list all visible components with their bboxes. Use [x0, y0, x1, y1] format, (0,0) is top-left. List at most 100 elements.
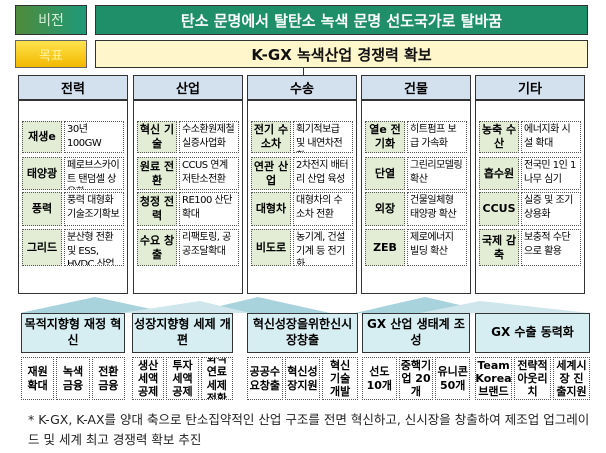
item-label: 원료 전환: [137, 157, 177, 190]
policy-sub-item: 세계시장 진출지원: [553, 357, 590, 400]
policy-sub-item: 녹색 금융: [56, 357, 90, 400]
sector-header: 수송: [247, 75, 357, 100]
item-text: 농기계, 건설기계 등 전기화: [293, 229, 353, 266]
item-text: 2차전지 배터리 산업 육성: [293, 157, 353, 190]
policy-sub-item: 선도 10개: [362, 357, 397, 400]
item-text: 제로에너지 빌딩 확산: [407, 229, 467, 266]
sector-item: 국제 감축 보충적 수단으로 활용: [479, 229, 581, 266]
sector-header: 건물: [361, 75, 471, 100]
sector-item: 흡수원 전국민 1인 1나무 심기: [479, 157, 581, 190]
policy-sub-item: 투자세액공제: [166, 357, 199, 400]
policy-sub-item: 화석연료 세제전환: [200, 357, 233, 400]
policy-header: GX 산업 생태계 조성: [362, 313, 470, 353]
sector-item: 열e 전기화 히트펌프 보급 가속화: [365, 121, 467, 153]
triangle-shape: [20, 297, 170, 313]
goal-text: K-GX 녹색산업 경쟁력 확보: [95, 40, 588, 68]
item-label: 외장: [365, 192, 405, 226]
item-text: 획기적보급 및 내연차전환: [293, 121, 353, 153]
item-text: 수소환원제철 실증사업화: [179, 121, 239, 153]
sector-box: 농축 수산 에너지화 시설 확대 흡수원 전국민 1인 1나무 심기 CCUS 실증 및 …: [475, 100, 585, 294]
item-text: 전국민 1인 1나무 심기: [521, 157, 581, 190]
item-text: 리팩토링, 공공조달확대: [179, 229, 239, 266]
item-label: 풍력: [22, 192, 62, 226]
sector-item: 수요 창출 리팩토링, 공공조달확대: [137, 229, 239, 266]
item-label: 단열: [365, 157, 405, 190]
vision-text: 탄소 문명에서 탈탄소 녹색 문명 선도국가로 탈바꿈: [95, 5, 588, 35]
item-text: 건물일체형 태양광 확산: [407, 192, 467, 226]
sector-header: 산업: [133, 75, 243, 100]
item-label: 흡수원: [479, 157, 519, 190]
item-label: 청정 전력: [137, 192, 177, 226]
sector-item: 대형차 대형차의 수소차 전환: [251, 192, 353, 226]
item-label: 농축 수산: [479, 121, 519, 153]
item-label: 수요 창출: [137, 229, 177, 266]
policy-sub-item: 유니콘 50개: [435, 357, 470, 400]
policy-sub-item: 중핵기업 20개: [398, 357, 434, 400]
goal-label: 목표: [15, 40, 87, 68]
sector-item: 혁신 기술 수소환원제철 실증사업화: [137, 121, 239, 153]
sector-item: 청정 전력 RE100 산단 확대: [137, 192, 239, 226]
item-label: 재생e: [22, 121, 62, 153]
item-text: CCUS 연계 저탄소전환: [179, 157, 239, 190]
sector-item: CCUS 실증 및 조기 상용화: [479, 192, 581, 226]
triangle-shape: [120, 301, 250, 313]
policy-sub-item: 생산세액공제: [132, 357, 165, 400]
item-text: 히트펌프 보급 가속화: [407, 121, 467, 153]
sector-item: 외장 건물일체형 태양광 확산: [365, 192, 467, 226]
policy-sub-item: 전략적 아웃리치: [514, 357, 551, 400]
sector-box: 혁신 기술 수소환원제철 실증사업화 원료 전환 CCUS 연계 저탄소전환 청정 전력…: [133, 100, 243, 294]
sector-item: 풍력 풍력 대형화 기술조기확보: [22, 192, 124, 226]
arrow-triangles: [20, 297, 590, 313]
item-text: RE100 산단 확대: [179, 192, 239, 226]
sector-item: 재생e 30년 100GW: [22, 121, 124, 153]
sector-item: 비도로 농기계, 건설기계 등 전기화: [251, 229, 353, 266]
item-text: 에너지화 시설 확대: [521, 121, 581, 153]
item-text: 보충적 수단으로 활용: [521, 229, 581, 266]
item-label: CCUS: [479, 192, 519, 226]
sector-item: 원료 전환 CCUS 연계 저탄소전환: [137, 157, 239, 190]
triangle-shape: [420, 301, 590, 313]
policy-header: 혁신성장을위한신시장창출: [247, 313, 358, 353]
sector-header: 전력: [18, 75, 128, 100]
policy-sub-item: 공공수요창출: [247, 357, 283, 400]
item-text: 페로브스카이트 탠덤셀 상용화: [64, 157, 124, 190]
policy-header: 성장지향형 세제 개편: [132, 313, 233, 353]
policy-sub-item: 혁신성장지원: [284, 357, 321, 400]
item-text: 그린리모델링 확산: [407, 157, 467, 190]
policy-sub-item: 전환금융: [91, 357, 125, 400]
vision-label: 비전: [15, 5, 87, 35]
policy-sub-item: 재원확대: [21, 357, 55, 400]
sector-item: 단열 그린리모델링 확산: [365, 157, 467, 190]
policy-header: GX 수출 동력화: [475, 313, 590, 353]
item-text: 대형차의 수소차 전환: [293, 192, 353, 226]
sector-header: 기타: [475, 75, 585, 100]
item-label: 국제 감축: [479, 229, 519, 266]
item-text: 30년 100GW: [64, 121, 124, 153]
footnote: * K-GX, K-AX를 양대 축으로 탄소집약적인 산업 구조를 전면 혁신…: [28, 412, 590, 447]
item-label: ZEB: [365, 229, 405, 266]
policy-sub-item: 혁신 기술 개발: [322, 357, 358, 400]
item-label: 대형차: [251, 192, 291, 226]
item-label: 비도로: [251, 229, 291, 266]
item-label: 전기 수소차: [251, 121, 291, 153]
item-label: 연관 산업: [251, 157, 291, 190]
item-label: 혁신 기술: [137, 121, 177, 153]
sector-item: 농축 수산 에너지화 시설 확대: [479, 121, 581, 153]
sector-item: ZEB 제로에너지 빌딩 확산: [365, 229, 467, 266]
item-text: 풍력 대형화 기술조기확보: [64, 192, 124, 226]
policy-sub-item: Team Korea 브랜드: [475, 357, 512, 400]
item-text: 실증 및 조기 상용화: [521, 192, 581, 226]
sector-item: 연관 산업 2차전지 배터리 산업 육성: [251, 157, 353, 190]
connector-line: [303, 68, 304, 75]
policy-header: 목적지향형 재정 혁신: [21, 313, 125, 353]
item-label: 태양광: [22, 157, 62, 190]
item-label: 그리드: [22, 229, 62, 266]
